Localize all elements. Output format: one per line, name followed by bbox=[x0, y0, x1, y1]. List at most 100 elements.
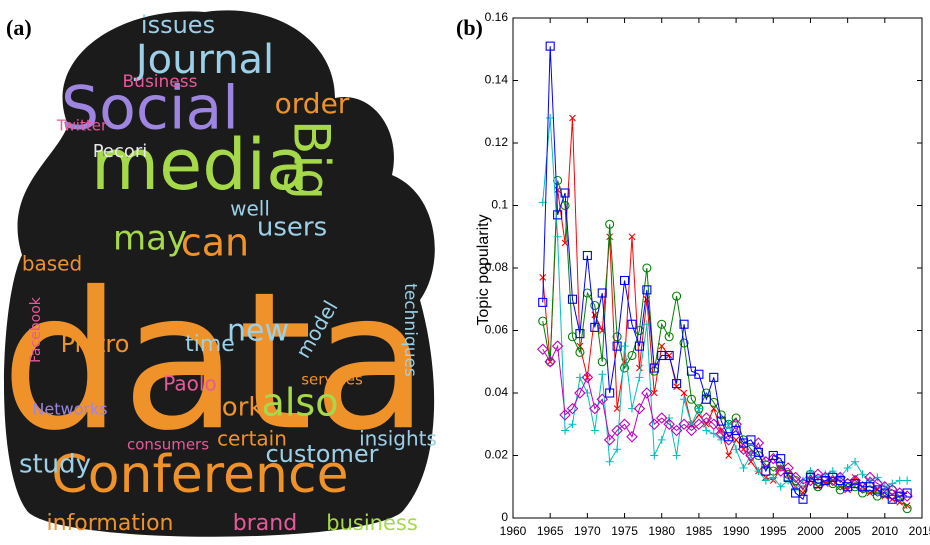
marker bbox=[566, 402, 579, 415]
marker bbox=[798, 494, 808, 504]
word: study bbox=[19, 450, 91, 480]
marker bbox=[850, 479, 860, 489]
marker bbox=[590, 300, 600, 311]
marker bbox=[902, 488, 912, 498]
x-tick-label: 2000 bbox=[797, 524, 824, 538]
marker bbox=[694, 369, 704, 379]
marker bbox=[612, 341, 622, 351]
marker bbox=[673, 383, 680, 391]
marker bbox=[754, 467, 763, 476]
plot-frame bbox=[512, 17, 923, 519]
marker bbox=[722, 434, 735, 446]
marker bbox=[879, 480, 891, 493]
marker bbox=[626, 430, 638, 443]
x-tick-label: 1990 bbox=[723, 524, 750, 538]
marker bbox=[871, 477, 884, 490]
y-tick-label: 0.08 bbox=[485, 260, 509, 274]
marker bbox=[544, 355, 556, 368]
marker bbox=[686, 366, 697, 376]
marker bbox=[730, 418, 742, 431]
marker bbox=[849, 474, 861, 487]
marker bbox=[702, 420, 710, 428]
marker bbox=[648, 418, 661, 431]
marker bbox=[657, 319, 667, 329]
marker bbox=[672, 291, 682, 301]
marker bbox=[574, 387, 586, 399]
marker bbox=[560, 188, 570, 198]
marker bbox=[828, 472, 838, 482]
panel-label: (a) bbox=[6, 15, 32, 40]
series-line bbox=[542, 180, 908, 509]
marker bbox=[851, 457, 860, 466]
marker bbox=[887, 494, 897, 504]
marker bbox=[649, 363, 659, 373]
marker bbox=[680, 395, 689, 404]
marker bbox=[664, 350, 674, 361]
word: consumers bbox=[127, 436, 209, 454]
marker bbox=[804, 474, 817, 487]
marker bbox=[642, 263, 652, 273]
word: also bbox=[262, 381, 339, 425]
marker bbox=[545, 41, 555, 51]
marker bbox=[768, 450, 778, 461]
marker bbox=[716, 416, 726, 426]
marker bbox=[858, 470, 867, 479]
marker bbox=[717, 427, 725, 434]
panel-label: (b) bbox=[456, 15, 483, 40]
marker bbox=[634, 325, 644, 336]
marker bbox=[828, 479, 838, 489]
marker bbox=[895, 476, 904, 485]
marker bbox=[575, 347, 585, 357]
word: Pecori bbox=[93, 141, 148, 162]
marker bbox=[613, 405, 621, 413]
marker bbox=[598, 370, 607, 379]
word: Conference bbox=[51, 445, 348, 505]
marker bbox=[670, 424, 683, 437]
marker bbox=[590, 426, 599, 435]
x-tick-label: 1995 bbox=[760, 524, 787, 538]
word: Pietro bbox=[61, 330, 130, 358]
marker bbox=[835, 475, 845, 486]
marker bbox=[567, 332, 578, 342]
marker bbox=[737, 443, 750, 456]
y-tick-label: 0.04 bbox=[485, 385, 509, 399]
marker bbox=[642, 320, 651, 329]
word: data bbox=[1, 251, 429, 472]
marker bbox=[559, 409, 571, 421]
marker bbox=[545, 357, 555, 367]
marker bbox=[590, 322, 600, 332]
marker bbox=[620, 342, 629, 351]
marker bbox=[701, 394, 711, 404]
marker bbox=[642, 285, 652, 295]
marker bbox=[633, 402, 646, 415]
marker bbox=[835, 485, 845, 495]
marker bbox=[731, 413, 741, 423]
x-tick-label: 2005 bbox=[834, 524, 861, 538]
marker bbox=[575, 329, 585, 339]
word: customer bbox=[265, 440, 378, 468]
word: new bbox=[227, 314, 289, 349]
marker bbox=[619, 275, 630, 286]
marker bbox=[536, 343, 549, 356]
marker bbox=[702, 426, 711, 435]
marker bbox=[678, 418, 690, 431]
x-tick-label: 2010 bbox=[871, 524, 898, 538]
marker bbox=[872, 491, 882, 501]
marker bbox=[813, 479, 823, 489]
word: business bbox=[326, 511, 418, 535]
marker bbox=[857, 488, 868, 498]
marker bbox=[694, 404, 703, 413]
word: brand bbox=[233, 511, 297, 536]
marker bbox=[664, 332, 674, 342]
marker bbox=[791, 488, 801, 498]
marker bbox=[663, 418, 675, 431]
y-tick-label: 0.16 bbox=[485, 10, 509, 24]
word: techniques bbox=[400, 283, 420, 377]
marker bbox=[597, 357, 607, 367]
marker bbox=[582, 250, 592, 261]
series-line bbox=[542, 46, 908, 501]
marker bbox=[776, 482, 785, 491]
marker bbox=[650, 389, 658, 397]
marker bbox=[672, 451, 681, 460]
